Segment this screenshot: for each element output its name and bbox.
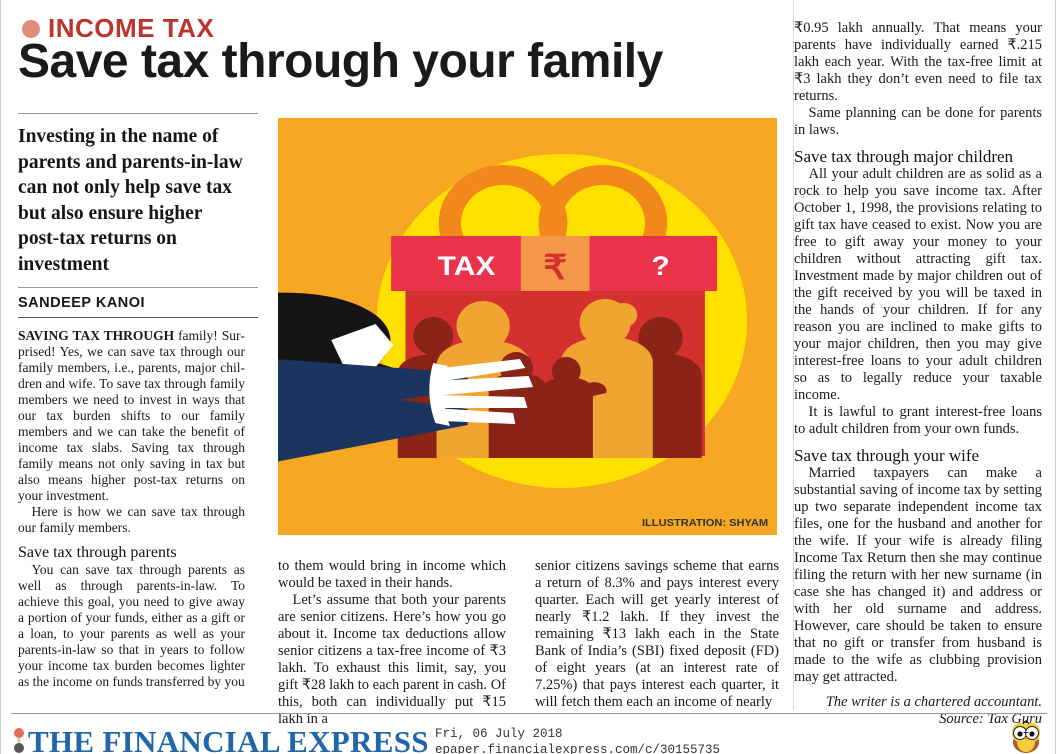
svg-text:ILLUSTRATION: SHYAM: ILLUSTRATION: SHYAM (642, 517, 768, 528)
svg-text:₹: ₹ (543, 249, 567, 287)
svg-text:TAX: TAX (438, 251, 496, 281)
svg-text:?: ? (651, 251, 669, 281)
